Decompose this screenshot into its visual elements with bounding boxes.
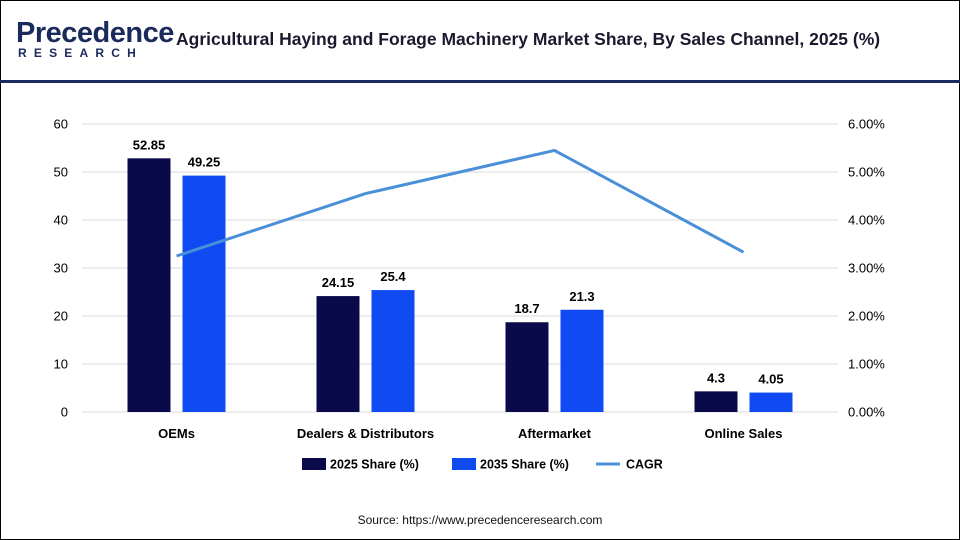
header: Precedence RESEARCH Agricultural Haying … bbox=[0, 0, 960, 83]
y-tick-label: 20 bbox=[54, 309, 68, 324]
y-tick-label: 40 bbox=[54, 213, 68, 228]
y-tick-label: 30 bbox=[54, 261, 68, 276]
bar-2025 bbox=[127, 158, 171, 412]
data-label: 4.05 bbox=[758, 372, 783, 387]
x-tick-label: OEMs bbox=[158, 426, 195, 441]
data-label: 49.25 bbox=[188, 155, 221, 170]
x-tick-label: Dealers & Distributors bbox=[297, 426, 434, 441]
brand-name: Precedence bbox=[16, 17, 174, 49]
bar-2035 bbox=[182, 175, 226, 412]
y2-tick-label: 6.00% bbox=[848, 117, 885, 132]
header-divider bbox=[0, 80, 960, 83]
y2-tick-label: 2.00% bbox=[848, 309, 885, 324]
bar-2025 bbox=[694, 391, 738, 412]
data-label: 18.7 bbox=[514, 301, 539, 316]
bar-2025 bbox=[316, 296, 360, 412]
legend-2025-swatch bbox=[302, 458, 326, 470]
brand-logo: Precedence RESEARCH bbox=[16, 16, 174, 64]
y-tick-label: 10 bbox=[54, 357, 68, 372]
bar-2025 bbox=[505, 322, 549, 412]
bar-2035 bbox=[749, 392, 793, 412]
data-label: 21.3 bbox=[569, 289, 594, 304]
chart-title: Agricultural Haying and Forage Machinery… bbox=[176, 29, 881, 49]
bar-2035 bbox=[560, 309, 604, 412]
legend-2035-label: 2035 Share (%) bbox=[480, 458, 569, 472]
y-tick-label: 0 bbox=[61, 405, 68, 420]
y-tick-label: 60 bbox=[54, 117, 68, 132]
source-note: Source: https://www.precedenceresearch.c… bbox=[357, 513, 603, 527]
x-tick-label: Aftermarket bbox=[518, 426, 592, 441]
y2-tick-label: 3.00% bbox=[848, 261, 885, 276]
bar-2035 bbox=[371, 290, 415, 412]
y-tick-label: 50 bbox=[54, 165, 68, 180]
data-label: 52.85 bbox=[133, 137, 166, 152]
data-label: 24.15 bbox=[322, 275, 355, 290]
y2-tick-label: 1.00% bbox=[848, 357, 885, 372]
cagr-line bbox=[176, 148, 745, 258]
x-tick-label: Online Sales bbox=[704, 426, 782, 441]
y2-tick-label: 0.00% bbox=[848, 405, 885, 420]
y2-tick-label: 4.00% bbox=[848, 213, 885, 228]
legend-cagr-label: CAGR bbox=[626, 458, 663, 472]
legend-2025-label: 2025 Share (%) bbox=[330, 458, 419, 472]
y2-tick-label: 5.00% bbox=[848, 165, 885, 180]
legend-2035-swatch bbox=[452, 458, 476, 470]
data-label: 4.3 bbox=[707, 370, 725, 385]
brand-subname: RESEARCH bbox=[18, 46, 143, 60]
data-label: 25.4 bbox=[380, 269, 406, 284]
